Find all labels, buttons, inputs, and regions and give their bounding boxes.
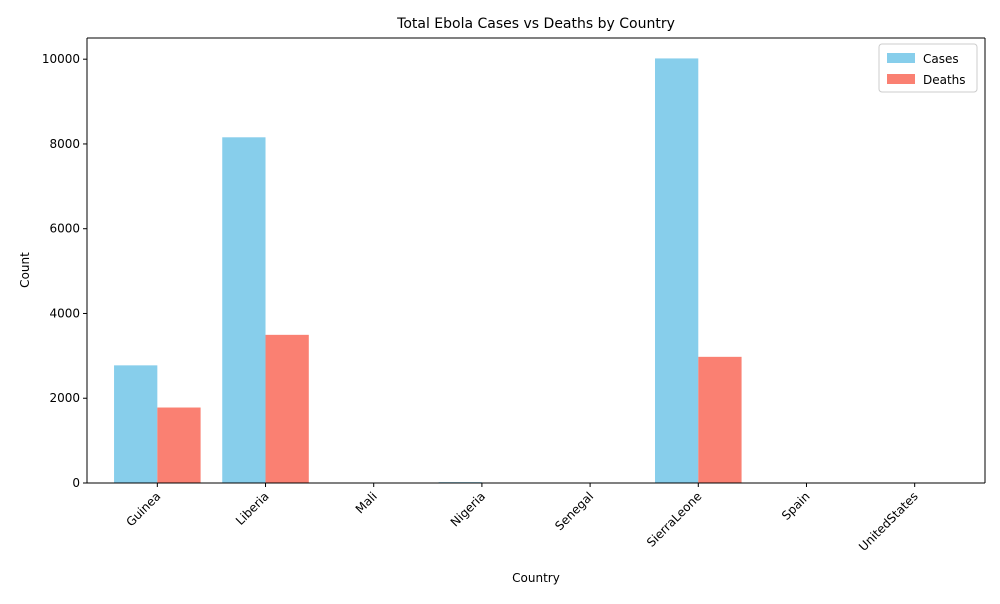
x-tick-label: Mali <box>353 489 380 516</box>
y-axis: 0 2000 4000 6000 8000 10000 <box>42 38 87 490</box>
y-tick-label: 8000 <box>49 137 80 151</box>
bar-cases-sierraleone <box>655 58 698 483</box>
plot-area <box>87 38 985 483</box>
legend-swatch-cases <box>887 53 915 63</box>
x-axis-label: Country <box>512 571 560 585</box>
legend-swatch-deaths <box>887 74 915 84</box>
y-tick-label: 0 <box>72 476 80 490</box>
x-tick-label: Liberia <box>233 489 272 528</box>
x-tick-label: Nigeria <box>448 489 488 529</box>
x-tick-label: Guinea <box>123 489 163 529</box>
y-tick-label: 6000 <box>49 222 80 236</box>
legend-label-deaths: Deaths <box>923 73 966 87</box>
x-tick-label: Spain <box>779 489 813 523</box>
x-tick-label: UnitedStates <box>856 489 921 554</box>
y-tick-label: 2000 <box>49 391 80 405</box>
bar-cases-guinea <box>114 365 157 483</box>
legend-label-cases: Cases <box>923 52 959 66</box>
y-tick-label: 10000 <box>42 52 80 66</box>
bar-deaths-liberia <box>266 335 309 483</box>
y-axis-label: Count <box>18 252 32 288</box>
x-tick-label: Senegal <box>552 489 596 533</box>
x-axis: Guinea Liberia Mali Nigeria Senegal SierraLeo… <box>87 483 985 554</box>
y-tick-label: 4000 <box>49 306 80 320</box>
legend: Cases Deaths <box>879 44 977 92</box>
bar-deaths-sierraleone <box>698 357 741 483</box>
bar-deaths-guinea <box>157 408 200 483</box>
x-tick-label: SierraLeone <box>644 489 704 549</box>
bar-cases-liberia <box>222 137 265 483</box>
chart-title: Total Ebola Cases vs Deaths by Country <box>396 16 675 32</box>
